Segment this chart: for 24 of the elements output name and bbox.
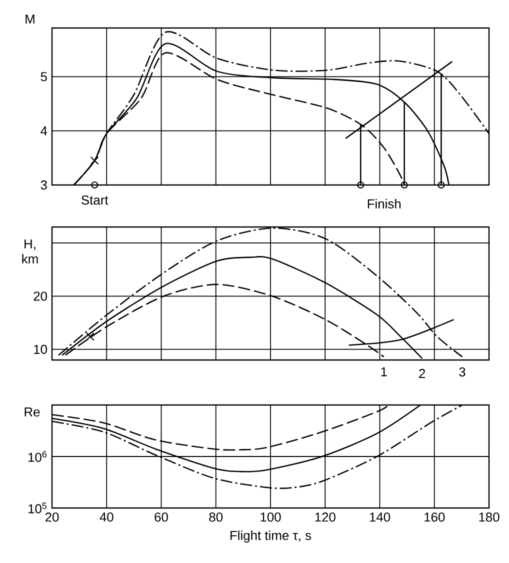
annotation: Start xyxy=(82,196,108,205)
x-axis-title: Flight time τ, s xyxy=(230,530,312,543)
x-tick-label: 100 xyxy=(260,512,281,522)
series-label: 2 xyxy=(419,368,426,378)
series-label: 3 xyxy=(459,367,466,376)
series-label: 1 xyxy=(381,367,387,376)
text: Finish xyxy=(368,198,401,208)
x-tick-label: 140 xyxy=(370,512,390,522)
y-tick-label: 10$^{5}$ xyxy=(28,502,47,514)
y-tick-label: 3 xyxy=(40,180,47,190)
x-tick-label: 60 xyxy=(154,512,168,522)
y-tick-label: 10 xyxy=(34,344,47,354)
x-tick-label: 160 xyxy=(424,512,445,522)
x-tick-label: 80 xyxy=(209,512,223,522)
y-tick-label: 4 xyxy=(40,126,48,136)
x-tick-label: 180 xyxy=(479,512,500,522)
y-tick-label: 5 xyxy=(40,72,47,82)
x-tick-label: 120 xyxy=(315,512,336,522)
x-tick-label: 40 xyxy=(100,512,114,522)
y-axis-title: H, km xyxy=(22,240,38,264)
y-tick-label: 10$^{6}$ xyxy=(28,451,47,462)
y-axis-title: M xyxy=(26,14,34,24)
y-tick-label: 20 xyxy=(34,292,47,301)
y-axis-title: Re xyxy=(24,408,40,417)
